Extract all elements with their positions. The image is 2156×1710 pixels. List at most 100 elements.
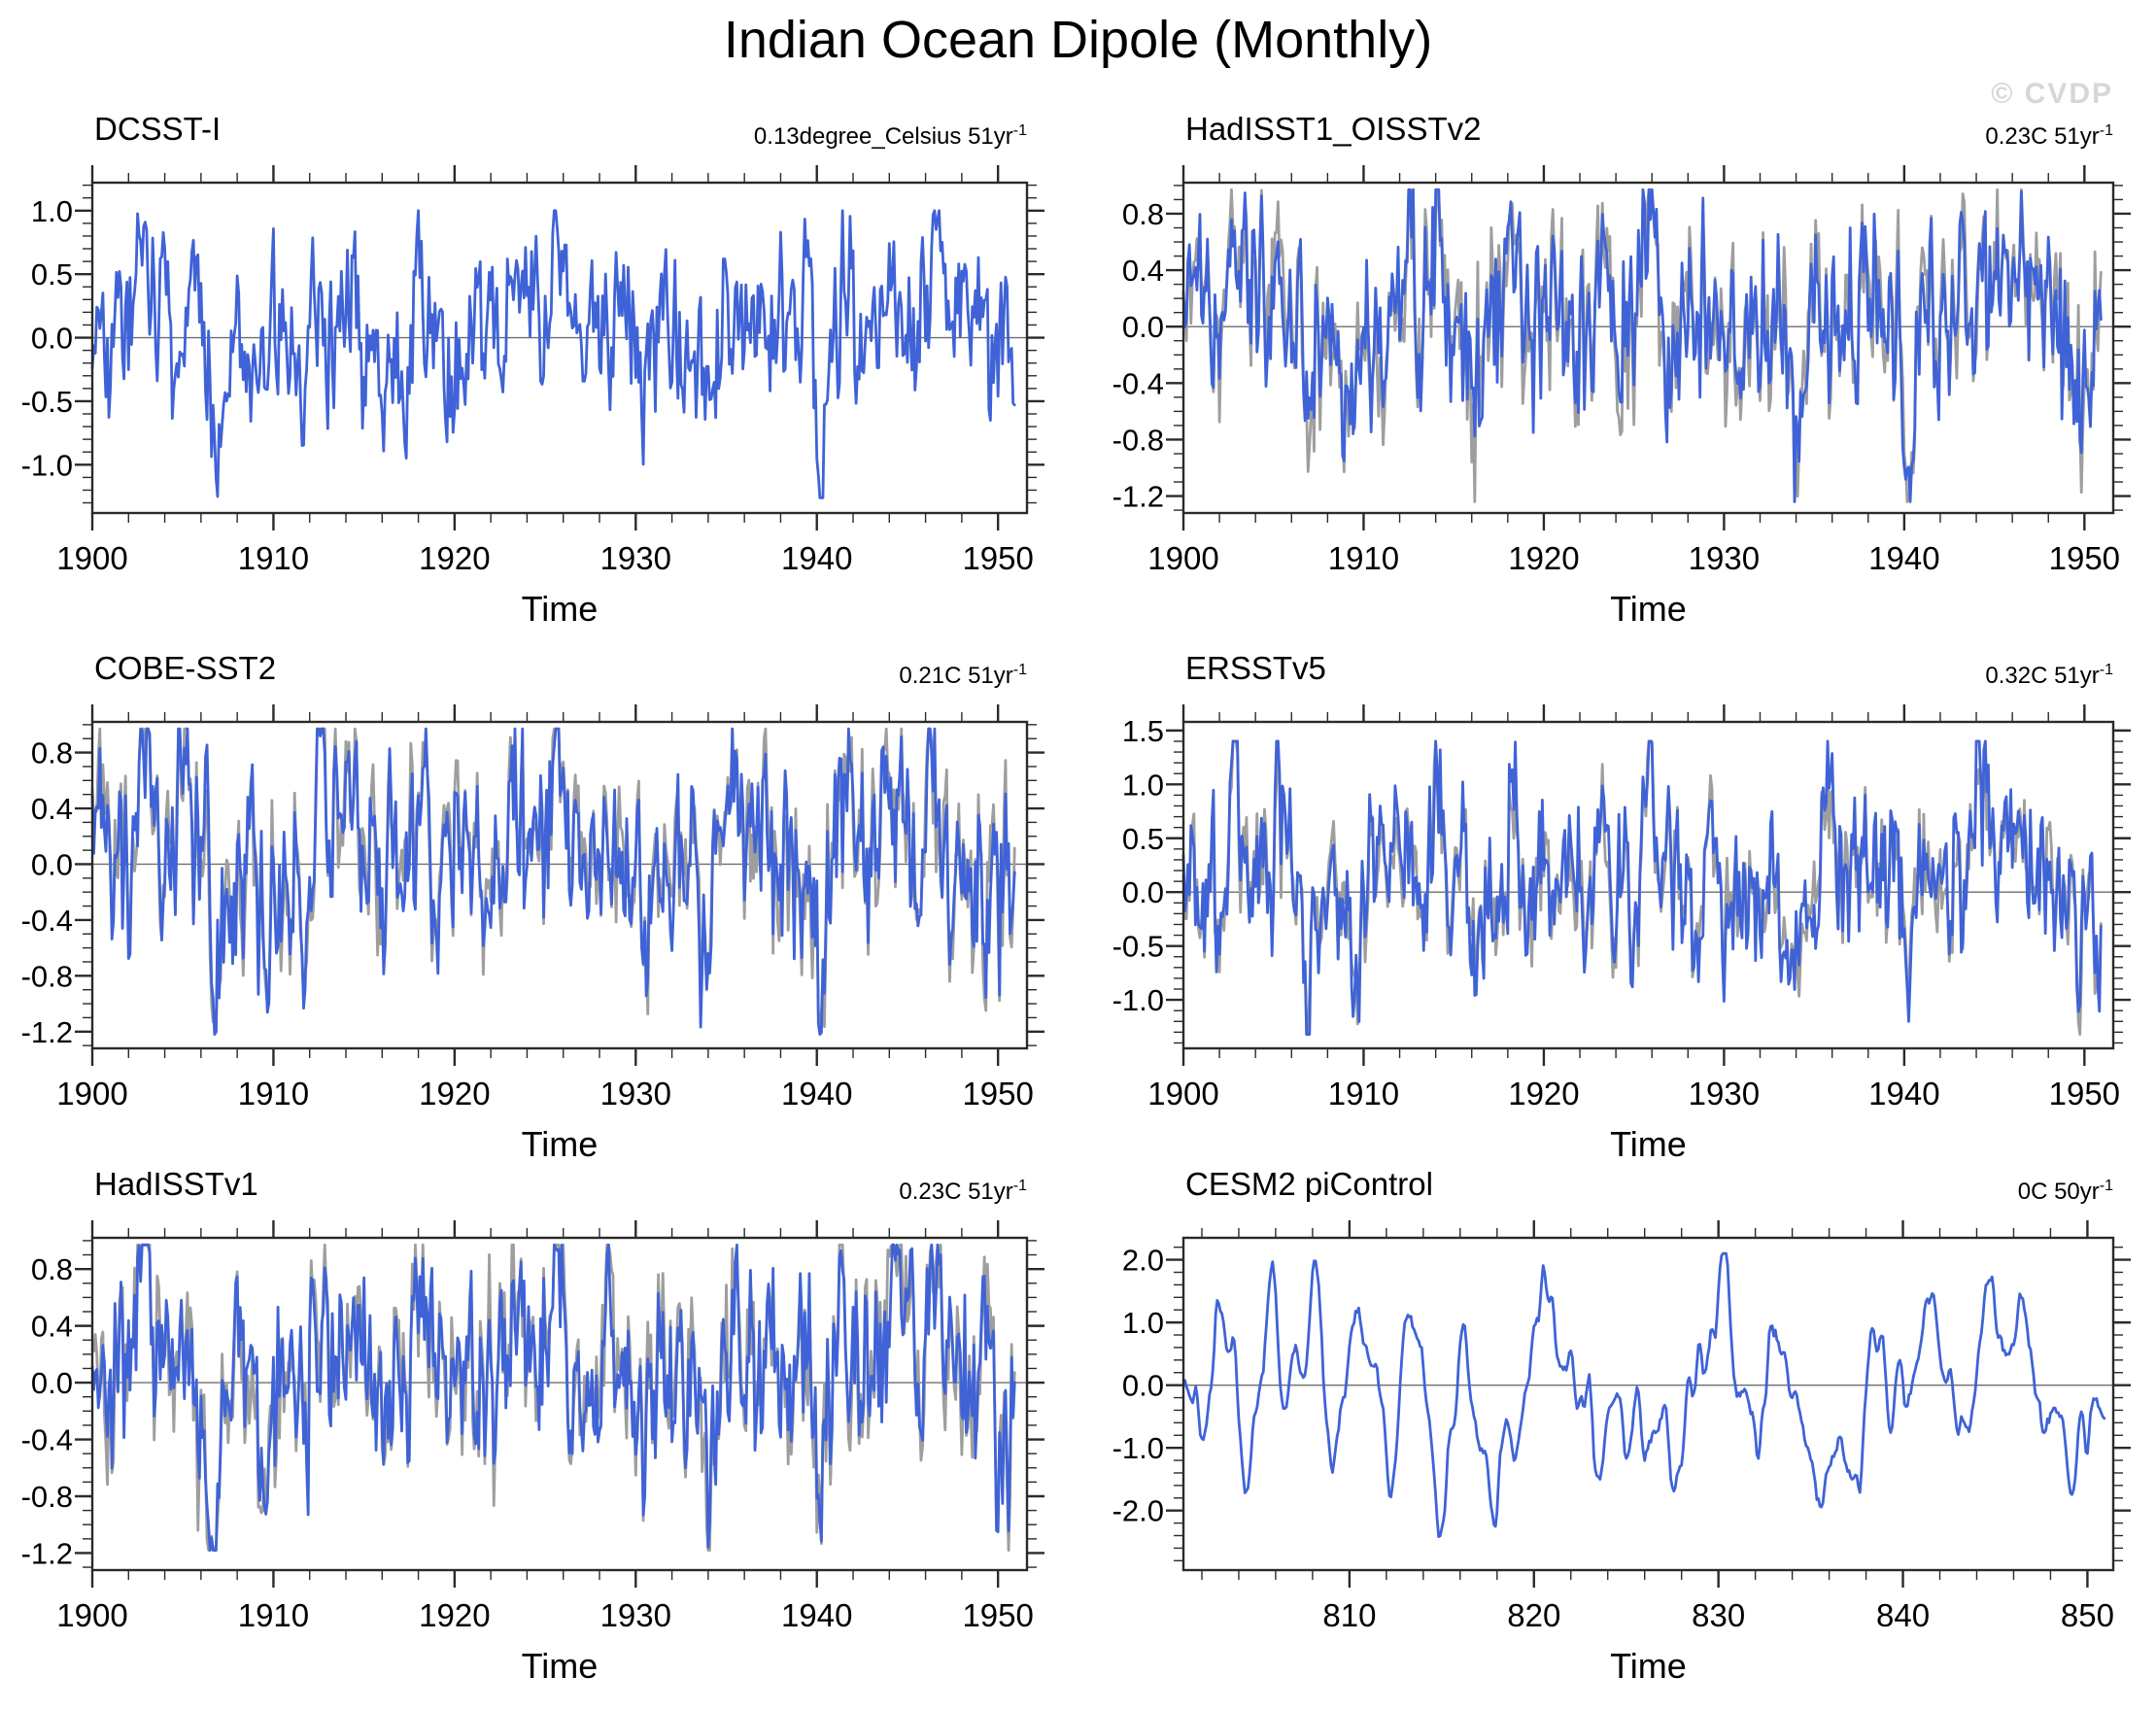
- x-tick-label: 1900: [56, 1076, 127, 1112]
- y-tick-label: 0.4: [1122, 254, 1164, 288]
- y-ticks: [75, 184, 1044, 504]
- x-tick-label: 830: [1692, 1597, 1745, 1633]
- x-axis-title: Time: [1610, 1124, 1687, 1164]
- series-line-blue: [1181, 739, 2103, 1036]
- y-tick-label: 0.5: [31, 257, 73, 291]
- x-tick-label: 1930: [600, 540, 671, 576]
- y-tick-label: -1.2: [21, 1015, 73, 1049]
- x-ticks: [90, 1220, 1000, 1588]
- x-tick-label: 850: [2061, 1597, 2114, 1633]
- x-axis-title: Time: [521, 1646, 599, 1686]
- trend-label: 0.13degree_Celsius 51yr-1: [92, 122, 1027, 151]
- panel-title: DCSST-I: [94, 111, 222, 147]
- y-tick-label: 0.8: [1122, 197, 1164, 231]
- trend-superscript: -1: [2099, 122, 2113, 139]
- y-ticks: [1166, 1246, 2131, 1562]
- x-tick-label: 1920: [419, 540, 490, 576]
- x-axis-title: Time: [1610, 1646, 1687, 1686]
- trend-superscript: -1: [2099, 662, 2113, 678]
- y-tick-label: -0.8: [21, 959, 73, 993]
- x-tick-label: 1940: [781, 1076, 852, 1112]
- x-tick-label: 1950: [962, 1597, 1033, 1633]
- y-tick-label: 2.0: [1122, 1244, 1164, 1278]
- x-ticks: [1181, 704, 2086, 1066]
- x-tick-label: 810: [1322, 1597, 1376, 1633]
- x-tick-label: 1940: [781, 540, 852, 576]
- y-tick-label: -0.8: [1112, 423, 1164, 457]
- panel-title: CESM2 piControl: [1185, 1166, 1433, 1202]
- y-tick-label: -0.4: [21, 1423, 73, 1457]
- y-tick-label: 0.8: [31, 1252, 73, 1286]
- y-tick-label: 0.5: [1122, 822, 1164, 856]
- y-tick-label: 0.4: [31, 792, 73, 826]
- y-tick-label: -2.0: [1112, 1494, 1164, 1528]
- x-tick-label: 1900: [1147, 1076, 1218, 1112]
- y-tick-label: -0.4: [1112, 366, 1164, 400]
- x-tick-label: 1900: [1147, 540, 1218, 576]
- y-tick-label: 1.5: [1122, 714, 1164, 748]
- x-tick-label: 1920: [1508, 1076, 1579, 1112]
- x-tick-label: 840: [1876, 1597, 1930, 1633]
- x-ticks: [90, 165, 1000, 530]
- y-tick-label: -0.5: [1112, 930, 1164, 964]
- trend-superscript: -1: [2099, 1178, 2113, 1194]
- trend-label: 0.23C 51yr-1: [92, 1178, 1027, 1206]
- x-tick-label: 1920: [419, 1076, 490, 1112]
- x-ticks: [1181, 165, 2086, 530]
- series-line-blue: [90, 727, 1016, 1037]
- y-tick-label: -1.2: [21, 1536, 73, 1570]
- y-tick-label: 0.0: [31, 847, 73, 881]
- y-tick-label: -1.0: [1112, 983, 1164, 1017]
- x-tick-label: 1930: [600, 1076, 671, 1112]
- x-tick-label: 1930: [1689, 540, 1760, 576]
- panel-title: ERSSTv5: [1185, 650, 1326, 686]
- trend-text: 0.23C 51yr: [1985, 123, 2100, 150]
- x-axis-title: Time: [521, 1124, 599, 1164]
- series-line-blue: [90, 1243, 1016, 1552]
- plot-area: 1900 1910 1920 1930 1940 1950 0.8 0.4 0.0 -0.4 -0.…: [21, 1220, 1044, 1633]
- trend-label: 0.32C 51yr-1: [1183, 662, 2113, 690]
- y-tick-label: 1.0: [31, 194, 73, 228]
- y-tick-label: 0.0: [1122, 310, 1164, 344]
- axis-box: [90, 720, 1029, 1050]
- y-ticks: [1166, 729, 2131, 1044]
- trend-label: 0C 50yr-1: [1183, 1178, 2113, 1206]
- x-tick-label: 820: [1507, 1597, 1560, 1633]
- x-axis-title: Time: [1610, 589, 1687, 629]
- y-tick-label: -0.5: [21, 385, 73, 419]
- y-tick-label: 1.0: [1122, 768, 1164, 802]
- y-tick-label: -0.4: [21, 904, 73, 938]
- x-tick-label: 1920: [1508, 540, 1579, 576]
- x-tick-label: 1940: [1868, 540, 1939, 576]
- trend-text: 0.13degree_Celsius 51yr: [753, 123, 1013, 150]
- x-tick-label: 1950: [2049, 540, 2120, 576]
- trend-superscript: -1: [1012, 122, 1027, 139]
- y-tick-label: -0.8: [21, 1480, 73, 1514]
- x-ticks: [1201, 1220, 2089, 1588]
- series-line-blue: [90, 209, 1016, 499]
- trend-text: 0.21C 51yr: [899, 663, 1013, 689]
- trend-text: 0.23C 51yr: [899, 1179, 1013, 1205]
- series-line-blue: [1181, 1251, 2106, 1539]
- plot-area: 1900 1910 1920 1930 1940 1950 0.8 0.4 0.0 -0.4 -0.…: [1112, 165, 2131, 576]
- plot-area: 1900 1910 1920 1930 1940 1950 0.8 0.4 0.0 -0.4 -0.…: [21, 704, 1044, 1112]
- axis-box: [1181, 1236, 2115, 1572]
- y-ticks: [75, 1240, 1044, 1568]
- y-tick-label: 0.0: [1122, 875, 1164, 909]
- x-tick-label: 1910: [1328, 540, 1399, 576]
- y-tick-label: 1.0: [1122, 1306, 1164, 1340]
- x-tick-label: 1940: [1868, 1076, 1939, 1112]
- x-tick-label: 1920: [419, 1597, 490, 1633]
- y-ticks: [75, 724, 1044, 1046]
- axis-box: [1181, 181, 2115, 515]
- trend-text: 0.32C 51yr: [1985, 663, 2100, 689]
- axis-box: [90, 181, 1029, 515]
- cvdp-watermark: © CVDP: [1991, 78, 2113, 110]
- x-tick-label: 1910: [238, 1076, 309, 1112]
- x-axis-title: Time: [521, 589, 599, 629]
- x-tick-label: 1940: [781, 1597, 852, 1633]
- trend-label: 0.23C 51yr-1: [1183, 122, 2113, 151]
- panel-title: HadISSTv1: [94, 1166, 258, 1202]
- x-tick-label: 1950: [962, 1076, 1033, 1112]
- trend-label: 0.21C 51yr-1: [92, 662, 1027, 690]
